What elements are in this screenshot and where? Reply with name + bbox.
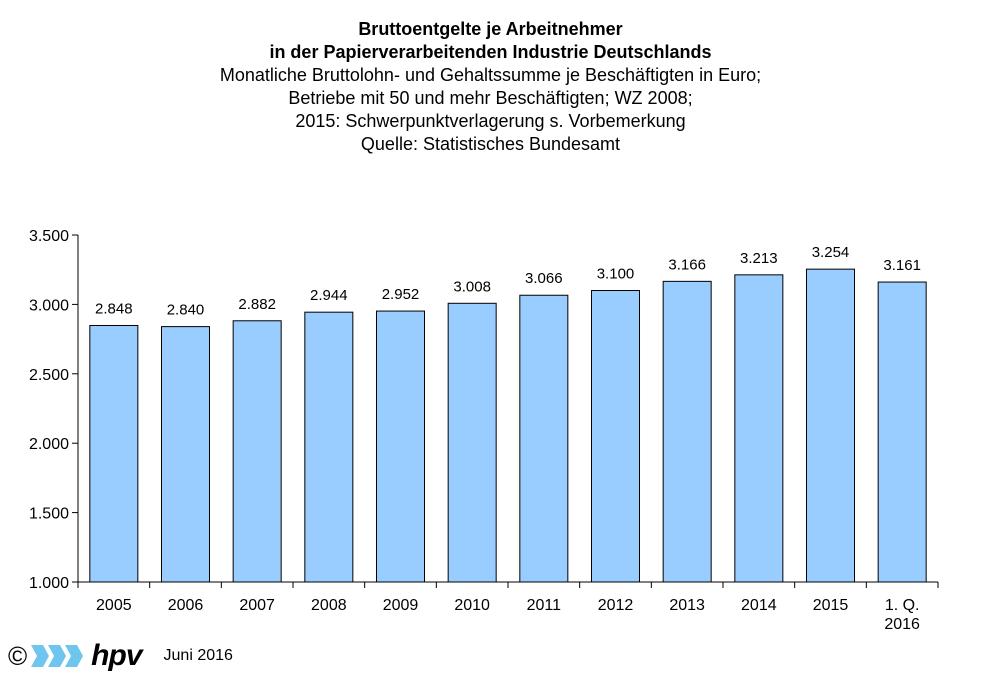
bar: [232, 320, 282, 583]
x-tick-label: 1. Q. 2016: [884, 597, 920, 633]
y-tick-label: 3.500: [29, 228, 69, 245]
bar: [590, 290, 641, 583]
bar-value-label: 2.848: [95, 300, 133, 317]
chart-subtitle-line-1: Monatliche Bruttolohn- und Gehaltssumme …: [219, 65, 762, 85]
copyright-icon: ©: [8, 641, 28, 671]
bar-value-label: 2.882: [238, 296, 276, 313]
bar-value-label: 3.254: [812, 244, 850, 261]
bar-value-label: 3.166: [668, 256, 706, 273]
y-tick-label: 1.500: [29, 506, 69, 523]
chart-subtitle-line-2: Betriebe mit 50 und mehr Beschäftigten; …: [288, 88, 693, 108]
y-tick-label: 2.500: [29, 367, 69, 384]
x-tick-label: 2011: [527, 597, 562, 614]
logo-chevrons-icon: [31, 645, 84, 667]
bar: [519, 294, 569, 583]
bar: [89, 324, 139, 583]
x-tick-label: 2006: [168, 597, 204, 614]
bar: [160, 326, 211, 583]
bar-value-label: 3.066: [525, 270, 563, 287]
footer: © hpv Juni 2016: [8, 636, 233, 676]
x-tick-label: 2013: [669, 597, 705, 614]
bar: [734, 274, 784, 583]
bar-value-label: 3.161: [883, 257, 921, 274]
x-tick-label: 2012: [598, 597, 634, 614]
bar: [805, 268, 856, 583]
x-tick-label: 2009: [383, 597, 419, 614]
bar-value-label: 2.944: [310, 287, 348, 304]
chart-subtitle-line-3: 2015: Schwerpunktverlagerung s. Vorbemer…: [295, 111, 686, 131]
bar: [877, 281, 927, 583]
y-tick-label: 1.000: [29, 575, 69, 592]
bar-value-label: 3.100: [597, 266, 635, 283]
y-axis: 1.000 1.500 2.000 2.500 3.000 3.500: [29, 228, 79, 592]
bar-value-label: 2.840: [167, 302, 205, 319]
y-tick-label: 3.000: [29, 297, 69, 314]
bar: [375, 310, 426, 583]
x-tick-label: 2007: [239, 597, 275, 614]
bar: [304, 311, 354, 583]
x-tick-label: 2014: [741, 597, 777, 614]
logo-text: hpv: [91, 639, 142, 672]
company-logo: hpv: [29, 639, 143, 673]
footer-date: Juni 2016: [163, 647, 233, 664]
chart-source-line: Quelle: Statistisches Bundesamt: [360, 134, 621, 154]
chart-header: Bruttoentgelte je Arbeitnehmer in der Pa…: [0, 18, 981, 156]
chart-title-line-1: Bruttoentgelte je Arbeitnehmer: [358, 19, 623, 39]
bars: 2.848 2.840 2.882 2.944 2.952 3.008 3.066 3.100…: [89, 244, 927, 583]
bar: [447, 302, 497, 583]
x-tick-label: 2010: [454, 597, 490, 614]
y-tick-label: 2.000: [29, 436, 69, 453]
bar-value-label: 2.952: [382, 286, 420, 303]
bar: [662, 280, 712, 583]
x-tick-label: 2005: [96, 597, 132, 614]
x-tick-label: 2015: [813, 597, 849, 614]
chart-title-line-2: in der Papierverarbeitenden Industrie De…: [269, 42, 712, 62]
x-axis: 2005 2006 2007 2008 2009 2010 2011 2012 2013 2014…: [77, 581, 939, 633]
x-tick-label: 2008: [311, 597, 347, 614]
bar-value-label: 3.213: [740, 250, 778, 267]
bar-value-label: 3.008: [453, 278, 491, 295]
